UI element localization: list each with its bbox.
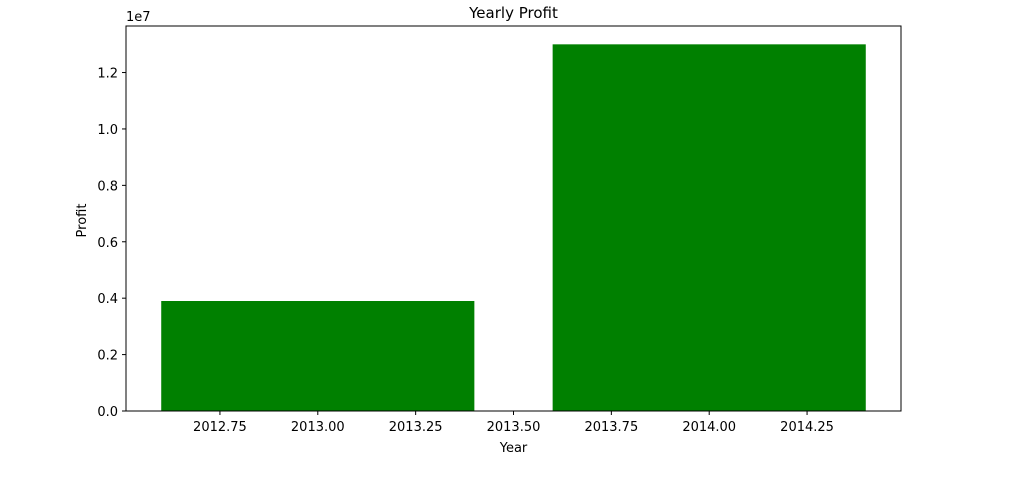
y-tick-label: 0.4 xyxy=(97,292,118,307)
x-tick-label: 2013.25 xyxy=(389,420,443,435)
y-axis-label: Profit xyxy=(75,204,90,238)
x-tick-label: 2014.00 xyxy=(682,420,736,435)
x-tick-label: 2014.25 xyxy=(780,420,834,435)
x-tick-label: 2013.75 xyxy=(584,420,638,435)
y-tick-label: 0.6 xyxy=(97,236,118,251)
bars-layer xyxy=(161,44,866,411)
x-tick-label: 2013.00 xyxy=(291,420,345,435)
y-tick-label: 0.2 xyxy=(97,349,118,364)
x-axis-label: Year xyxy=(499,441,528,456)
bar-2014 xyxy=(552,44,866,411)
y-tick-label: 0.8 xyxy=(97,179,118,194)
chart-title: Yearly Profit xyxy=(468,4,558,22)
plot-frame xyxy=(125,25,902,412)
y-offset-label: 1e7 xyxy=(126,10,151,25)
y-tick-label: 1.2 xyxy=(97,67,118,82)
y-ticks-layer: 0.0 0.2 0.4 0.6 0.8 1.0 1.2 xyxy=(97,67,126,420)
bar-2013 xyxy=(161,301,475,411)
y-tick-label: 0.0 xyxy=(97,405,118,420)
x-ticks-layer: 2012.75 2013.00 2013.25 2013.50 2013.75 2014.… xyxy=(193,411,834,435)
x-tick-label: 2012.75 xyxy=(193,420,247,435)
y-tick-label: 1.0 xyxy=(97,123,118,138)
x-tick-label: 2013.50 xyxy=(487,420,541,435)
